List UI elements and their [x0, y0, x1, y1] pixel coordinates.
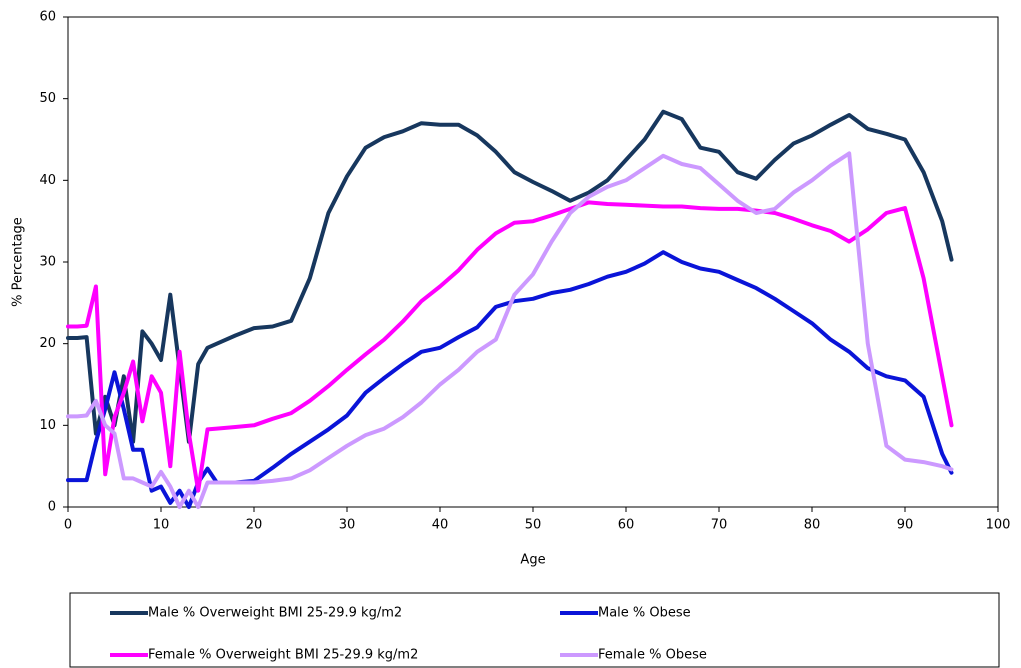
legend-label: Female % Obese	[598, 648, 707, 663]
series-line	[66, 200, 954, 493]
x-tick-label: 20	[246, 518, 263, 533]
x-tick-label: 0	[64, 518, 72, 533]
series-line	[66, 151, 954, 509]
legend-label: Male % Obese	[598, 606, 691, 621]
x-tick-label: 50	[525, 518, 542, 533]
x-tick-label: 80	[804, 518, 821, 533]
y-tick-label: 60	[39, 10, 56, 25]
x-tick-label: 90	[897, 518, 914, 533]
series-line	[66, 250, 954, 509]
x-tick-label: 70	[711, 518, 728, 533]
series-line	[66, 109, 954, 444]
legend-label: Female % Overweight BMI 25-29.9 kg/m2	[148, 648, 418, 663]
x-axis-label: Age	[520, 553, 545, 568]
x-tick-label: 10	[153, 518, 170, 533]
y-axis-label: % Percentage	[11, 217, 26, 307]
y-tick-label: 50	[39, 91, 56, 106]
y-tick-label: 40	[39, 173, 56, 188]
y-tick-label: 10	[39, 418, 56, 433]
y-tick-label: 0	[48, 500, 56, 515]
x-tick-label: 40	[432, 518, 449, 533]
x-tick-label: 60	[618, 518, 635, 533]
x-tick-label: 100	[986, 518, 1011, 533]
y-tick-label: 20	[39, 336, 56, 351]
x-tick-label: 30	[339, 518, 356, 533]
legend-label: Male % Overweight BMI 25-29.9 kg/m2	[148, 606, 402, 621]
legend-box	[69, 592, 1000, 668]
y-tick-label: 30	[39, 255, 56, 270]
